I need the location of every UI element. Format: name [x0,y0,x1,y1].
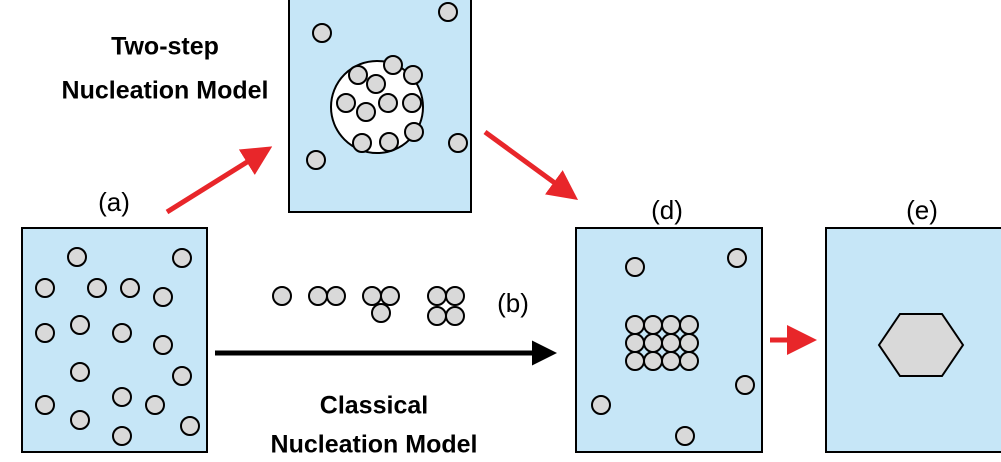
particle [68,248,86,266]
particle [428,287,446,305]
particle [367,75,385,93]
particle [113,427,131,445]
particle [327,287,345,305]
arrow [167,149,268,212]
title: Two-step [111,33,219,61]
particle [403,94,421,112]
title: Nucleation Model [271,431,478,459]
particle [680,334,698,352]
label: (e) [906,195,938,225]
particle [379,94,397,112]
label: (d) [651,195,683,225]
particle [680,352,698,370]
particle [439,3,457,21]
particle [626,316,644,334]
diagram: Two-step Nucleation Model Classical Nucl… [0,0,1001,462]
particle [36,279,54,297]
particle [36,324,54,342]
particle [728,249,746,267]
particle [154,288,172,306]
particle [644,352,662,370]
particle [662,334,680,352]
particle [449,134,467,152]
particle [372,304,390,322]
particle [644,316,662,334]
particle [113,388,131,406]
particle [337,94,355,112]
particle [662,316,680,334]
particle [446,287,464,305]
particle [121,279,139,297]
particle [405,123,423,141]
particle [307,151,325,169]
particle [626,258,644,276]
particle [113,324,131,342]
particle [680,316,698,334]
particle [676,427,694,445]
particle [404,66,422,84]
particle [428,307,446,325]
particle [446,307,464,325]
particle [36,396,54,414]
particle [644,334,662,352]
particle [592,396,610,414]
label: (b) [497,288,529,318]
particle [662,352,680,370]
particle [357,103,375,121]
particle [154,336,172,354]
particle [71,363,89,381]
particle [173,367,191,385]
particle [309,287,327,305]
particle [71,411,89,429]
particle [88,279,106,297]
label: (a) [98,187,130,217]
particle [173,249,191,267]
particle [384,56,402,74]
title: Nucleation Model [62,77,269,105]
particle [380,133,398,151]
particle [381,287,399,305]
arrow [485,132,574,197]
title: Classical [320,392,428,420]
particle [146,396,164,414]
particle [349,66,367,84]
particle [736,376,754,394]
particle [313,24,331,42]
particle [626,352,644,370]
particle [273,287,291,305]
particle [181,417,199,435]
particle [363,287,381,305]
particle [353,134,371,152]
particle [71,316,89,334]
particle [626,334,644,352]
